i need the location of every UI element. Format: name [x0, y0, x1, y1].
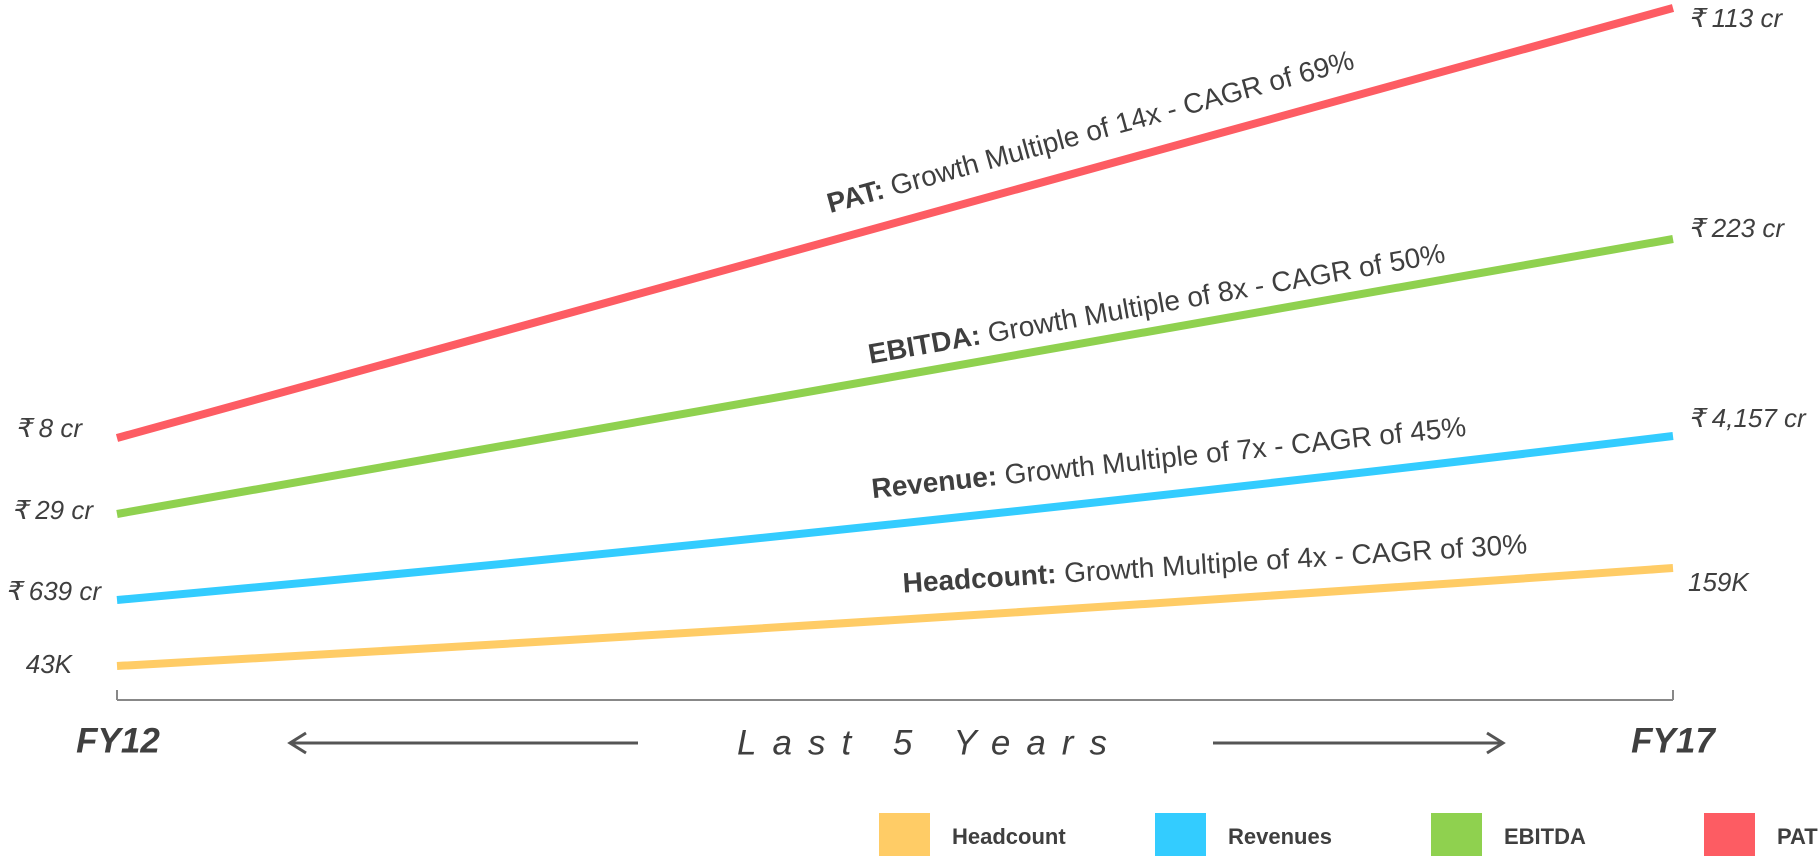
legend-swatch — [1155, 813, 1206, 861]
start-value: ₹ 8 cr — [15, 413, 83, 443]
legend-swatch — [1431, 813, 1482, 861]
growth-label: EBITDA: Growth Multiple of 8x - CAGR of … — [866, 238, 1448, 370]
lines: ₹ 8 cr ₹ 113 cr PAT: Growth Multiple of 14… — [5, 3, 1807, 679]
start-value: ₹ 639 cr — [5, 576, 102, 606]
legend-swatch — [1704, 813, 1755, 861]
legend-label: EBITDA — [1504, 824, 1586, 849]
growth-line — [116, 564, 1674, 670]
growth-label-bold: Revenue: — [870, 461, 999, 505]
legend: Headcount Revenues EBITDA PAT — [879, 813, 1818, 861]
growth-label-text: Growth Multiple of 14x - CAGR of 69% — [880, 45, 1358, 204]
growth-label-bold: PAT: — [824, 174, 888, 219]
end-value: ₹ 113 cr — [1688, 3, 1783, 33]
x-label: FY12 — [76, 721, 160, 760]
end-value: ₹ 4,157 cr — [1688, 403, 1807, 433]
growth-label: PAT: Growth Multiple of 14x - CAGR of 69… — [824, 45, 1358, 220]
start-value: 43K — [26, 649, 74, 679]
growth-line — [116, 235, 1674, 518]
growth-label-text: Growth Multiple of 7x - CAGR of 45% — [995, 411, 1467, 491]
arrows — [287, 731, 1506, 755]
start-value: ₹ 29 cr — [11, 495, 94, 525]
legend-swatch — [879, 813, 930, 861]
x-label: FY17 — [1631, 721, 1716, 760]
growth-label-bold: Headcount: — [902, 558, 1058, 599]
legend-label: PAT — [1777, 824, 1818, 849]
axis-caption: Last 5 Years — [737, 723, 1123, 762]
growth-line — [115, 4, 1675, 442]
end-value: ₹ 223 cr — [1688, 213, 1785, 243]
end-value: 159K — [1688, 567, 1750, 597]
growth-line — [116, 432, 1674, 604]
legend-label: Revenues — [1228, 824, 1332, 849]
legend-label: Headcount — [952, 824, 1066, 849]
